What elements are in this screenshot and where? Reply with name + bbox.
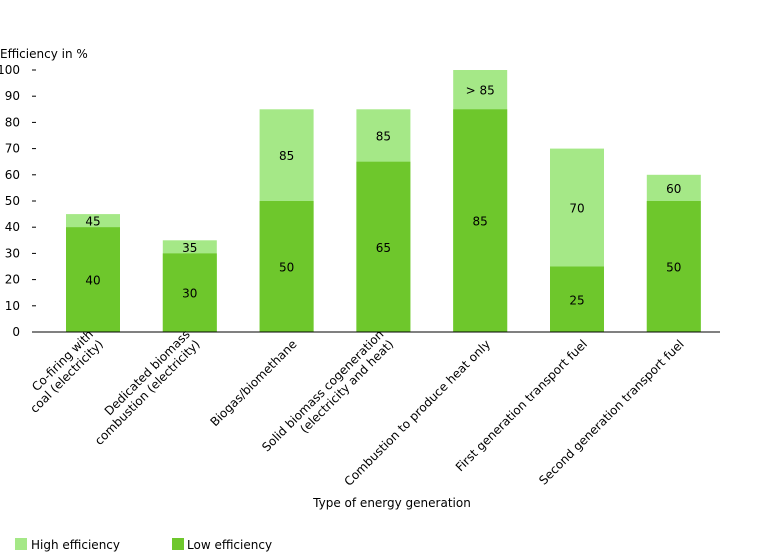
legend: High efficiency Low efficiency [15,538,272,552]
bar-low-efficiency [259,201,314,332]
y-tick-label: 90 [5,89,20,103]
y-tick-label: 50 [5,194,20,208]
bars: 45 40 35 30 85 50 85 65 > 85 85 70 25 60 50 [66,70,701,332]
bar-low-efficiency [356,161,411,332]
y-axis-ticks: 0 10 20 30 40 50 60 70 80 90 100 [0,63,36,339]
legend-label: High efficiency [31,538,120,552]
y-tick-label: 10 [5,299,20,313]
y-tick-label: 20 [5,273,20,287]
data-label-high-efficiency: 45 [85,215,100,229]
legend-label: Low efficiency [187,538,272,552]
data-label-high-efficiency: > 85 [466,84,495,98]
y-tick-label: 30 [5,246,20,260]
y-tick-label: 100 [0,63,20,77]
y-tick-label: 80 [5,115,20,129]
data-label-high-efficiency: 85 [279,149,294,163]
data-label-high-efficiency: 35 [182,241,197,255]
x-axis-tick-labels: Co-firing withcoal (electricity)Dedicate… [17,327,686,489]
bar-low-efficiency [646,201,701,332]
legend-swatch [15,538,27,550]
data-label-high-efficiency: 85 [376,130,391,144]
data-label-low-efficiency: 85 [473,215,488,229]
data-label-low-efficiency: 30 [182,287,197,301]
data-label-high-efficiency: 60 [666,182,681,196]
y-tick-label: 0 [12,325,20,339]
y-tick-label: 40 [5,220,20,234]
y-tick-label: 70 [5,142,20,156]
y-axis-title: Efficiency in % [0,47,88,61]
y-tick-label: 60 [5,168,20,182]
bar-low-efficiency [66,227,120,332]
data-label-low-efficiency: 40 [85,274,100,288]
data-label-low-efficiency: 50 [279,261,294,275]
data-label-low-efficiency: 50 [666,261,681,275]
data-label-high-efficiency: 70 [569,202,584,216]
legend-swatch [172,538,184,550]
x-tick-label: Co-firing withcoal (electricity) [17,327,106,416]
x-axis-title: Type of energy generation [312,496,471,510]
x-tick-label: Biogas/biomethane [207,337,299,429]
bar-low-efficiency [550,266,604,332]
data-label-low-efficiency: 65 [376,241,391,255]
bar-low-efficiency [453,109,508,332]
data-label-low-efficiency: 25 [569,293,584,307]
bar-low-efficiency [162,253,217,332]
